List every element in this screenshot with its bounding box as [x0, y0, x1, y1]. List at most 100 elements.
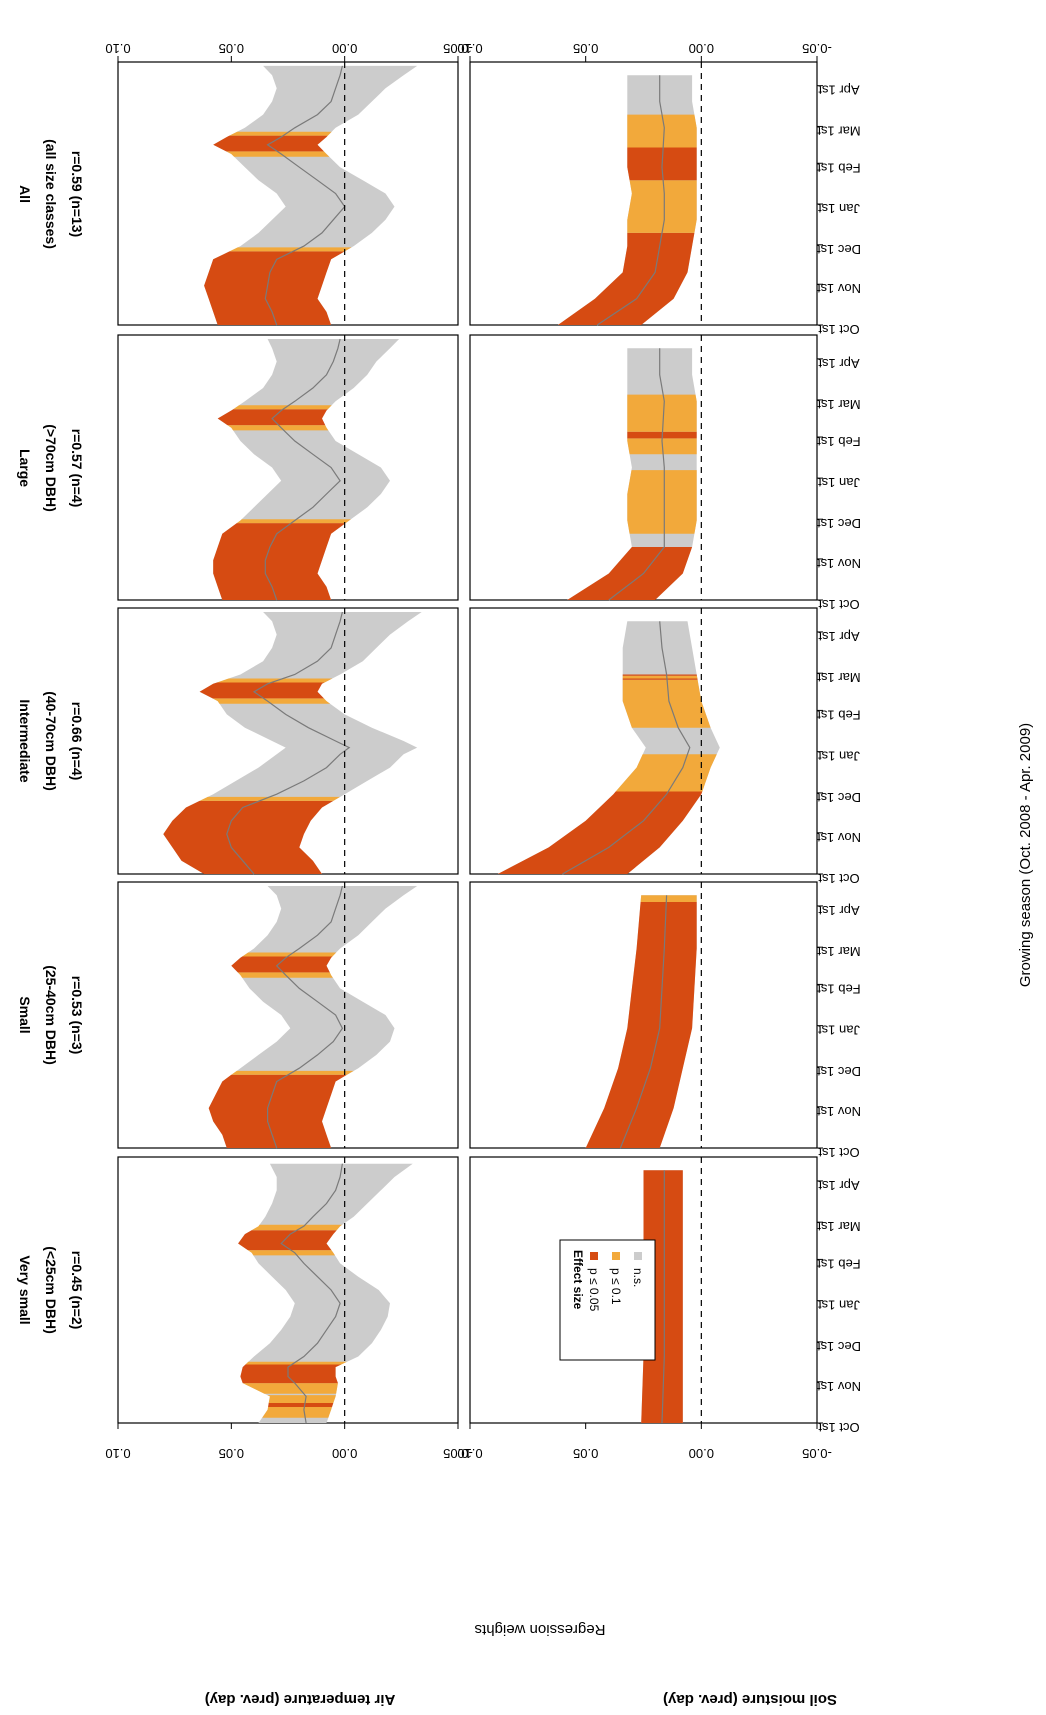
y-tick-label: -0.05	[802, 41, 832, 56]
column-title: All	[17, 185, 33, 203]
x-tick-label: Nov 1st	[817, 830, 861, 845]
mean-line	[264, 338, 341, 601]
column-small: Small (25-40cm DBH) r=0.53 (n=3) Oct 1st Nov…	[17, 881, 861, 1160]
column-stats: r=0.66 (n=4)	[69, 702, 85, 781]
row-title-air-temperature: Air temperature (prev. day)	[205, 1691, 396, 1708]
x-tick-label: Dec 1st	[817, 1064, 861, 1079]
y-tick-label: 0.00	[689, 1446, 714, 1461]
panel-soil: Oct 1st Nov 1st Dec 1st Jan 1st Feb 1st Mar 1…	[469, 334, 861, 612]
mean-line	[264, 65, 346, 326]
row-title-soil-moisture: Soil moisture (prev. day)	[663, 1691, 837, 1708]
ci-band-p01	[199, 796, 341, 801]
x-tick-label: Feb 1st	[817, 1256, 861, 1271]
mean-line	[562, 621, 691, 875]
column-title: Small	[17, 996, 33, 1033]
x-tick-label: Apr 1st	[818, 356, 860, 371]
x-tick-label: Dec 1st	[817, 1339, 861, 1354]
legend-swatch	[612, 1252, 620, 1260]
x-tick-label: Oct 1st	[818, 322, 860, 337]
legend-label: p ≤ 0.05	[587, 1268, 601, 1312]
x-tick-label: Feb 1st	[817, 707, 861, 722]
y-tick-label: 0.05	[219, 41, 244, 56]
legend: Effect size p ≤ 0.05 p ≤ 0.1 n.s.	[559, 1239, 656, 1361]
ci-band-p005	[268, 1403, 334, 1407]
mean-line	[267, 885, 344, 1149]
ci-band-p005	[238, 1230, 337, 1251]
x-tick-label: Dec 1st	[817, 516, 861, 531]
ci-band-p01	[627, 394, 697, 432]
ci-band-p005	[622, 674, 697, 676]
ci-band-p01	[233, 405, 332, 410]
column-title: Intermediate	[17, 699, 33, 782]
y-tick-label: -0.05	[443, 41, 473, 56]
column-stats: r=0.53 (n=3)	[69, 976, 85, 1055]
x-tick-label: Jan 1st	[818, 201, 860, 216]
panel-air	[117, 607, 459, 875]
ci-band-p01	[245, 1361, 347, 1365]
x-tick-label: Jan 1st	[818, 749, 860, 764]
legend-label: p ≤ 0.1	[609, 1268, 623, 1305]
panel-air: 0.10 0.05 0.00 -0.05	[105, 1156, 473, 1461]
ci-band-p01	[251, 1224, 343, 1231]
ci-band-p01	[615, 754, 717, 792]
x-tick-label: Apr 1st	[818, 83, 860, 98]
mean-line	[596, 75, 665, 326]
legend-swatch	[590, 1252, 598, 1260]
mean-line	[280, 1163, 343, 1424]
x-tick-label: Oct 1st	[818, 597, 860, 612]
x-tick-label: Feb 1st	[817, 434, 861, 449]
x-tick-label: Nov 1st	[817, 556, 861, 571]
ci-band-p01	[242, 952, 337, 957]
y-tick-label: 0.00	[332, 41, 357, 56]
panel-soil: Oct 1st Nov 1st Dec 1st Jan 1st Feb 1st Mar 1…	[457, 1156, 861, 1461]
x-tick-label: Apr 1st	[818, 629, 860, 644]
x-tick-label: Oct 1st	[818, 1145, 860, 1160]
column-title: Very small	[17, 1255, 33, 1324]
y-tick-label: -0.05	[443, 1446, 473, 1461]
ci-band-p005	[213, 523, 346, 600]
ci-band-p01	[267, 1395, 336, 1403]
panel-air	[117, 334, 459, 601]
column-subtitle: (<25cm DBH)	[43, 1246, 59, 1334]
x-tick-label: Mar 1st	[817, 1219, 861, 1234]
x-tick-label: Jan 1st	[818, 1298, 860, 1313]
x-tick-label: Mar 1st	[817, 670, 861, 685]
y-tick-label: 0.05	[573, 41, 598, 56]
ci-band-p01	[242, 1383, 338, 1394]
y-tick-label: 0.05	[219, 1446, 244, 1461]
ci-band-p01	[247, 1250, 335, 1256]
column-title: Large	[17, 449, 33, 487]
x-tick-label: Mar 1st	[817, 944, 861, 959]
y-tick-label: 0.00	[689, 41, 714, 56]
ci-band-p005	[231, 956, 333, 973]
ci-band-p01	[262, 1407, 332, 1418]
x-tick-label: Mar 1st	[817, 123, 861, 138]
ci-band-p01	[229, 247, 352, 252]
mean-line	[661, 1170, 665, 1424]
ci-band-p005	[208, 1074, 347, 1148]
x-tick-label: Dec 1st	[817, 242, 861, 257]
column-large: Large (>70cm DBH) r=0.57 (n=4) Oct 1st Nov 1…	[17, 334, 861, 612]
ci-band-p01	[217, 678, 333, 683]
x-tick-label: Mar 1st	[817, 397, 861, 412]
legend-label: n.s.	[631, 1268, 645, 1287]
y-tick-label: 0.10	[457, 41, 482, 56]
legend-title: Effect size	[571, 1250, 585, 1310]
ci-band-p01	[622, 679, 711, 728]
panel-air: 0.10 0.05 0.00 -0.05	[105, 41, 473, 326]
ci-band-p01	[212, 698, 331, 704]
y-axis-title: Regression weights	[475, 1621, 606, 1638]
column-stats: r=0.45 (n=2)	[69, 1251, 85, 1330]
ci-band-p005	[163, 800, 334, 874]
column-stats: r=0.57 (n=4)	[69, 429, 85, 508]
y-tick-label: -0.05	[802, 1446, 832, 1461]
column-very-small: Very small (<25cm DBH) r=0.45 (n=2) 0.10 0.0…	[17, 1156, 861, 1461]
x-tick-label: Jan 1st	[818, 475, 860, 490]
x-tick-label: Feb 1st	[817, 981, 861, 996]
x-axis-title: Growing season (Oct. 2008 - Apr. 2009)	[1017, 723, 1034, 987]
mean-line	[226, 611, 351, 875]
ci-band-p005	[204, 251, 345, 325]
x-tick-label: Dec 1st	[817, 790, 861, 805]
mean-line	[619, 895, 668, 1149]
